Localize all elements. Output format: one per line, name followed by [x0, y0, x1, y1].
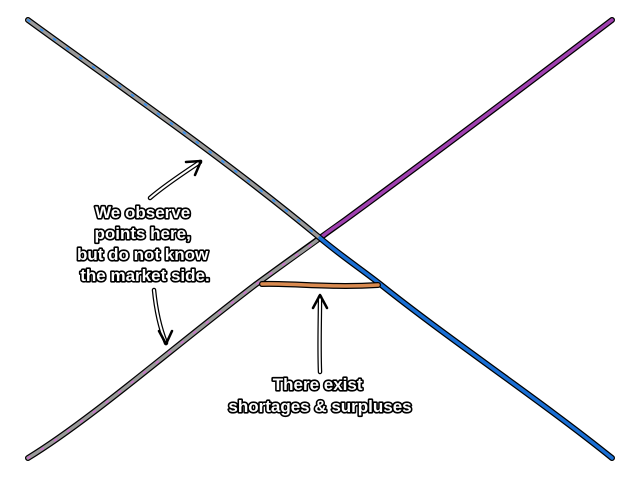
observe-line-1: We observe — [95, 203, 190, 222]
demand-curve-observed — [26, 18, 322, 240]
gap-band — [259, 280, 381, 289]
observe-arrows — [147, 159, 203, 346]
supply-curve-observed — [26, 236, 322, 460]
demand-curve-unobserved — [318, 236, 614, 460]
observe-line-4: the market side. — [80, 266, 209, 285]
gap-arrow — [311, 293, 329, 375]
gap-line-2: shortages & surpluses — [228, 397, 411, 416]
observe-arrow-up-inner — [149, 161, 201, 199]
observe-line-2: points here, — [94, 224, 190, 243]
observe-annotation: We observe points here, but do not know … — [77, 203, 213, 285]
supply-curve — [25, 17, 615, 461]
gap-annotation: There exist shortages & surpluses — [228, 375, 411, 416]
supply-curve-unobserved — [318, 18, 614, 240]
observe-arrow-up-head — [184, 159, 203, 177]
gap-arrow-head — [311, 293, 329, 310]
gap-band-fill — [260, 282, 380, 288]
observe-arrow-down-head — [157, 329, 174, 346]
gap-line-1: There exist — [273, 375, 363, 394]
demand-curve — [25, 17, 615, 461]
observe-line-3: but do not know — [77, 245, 209, 264]
